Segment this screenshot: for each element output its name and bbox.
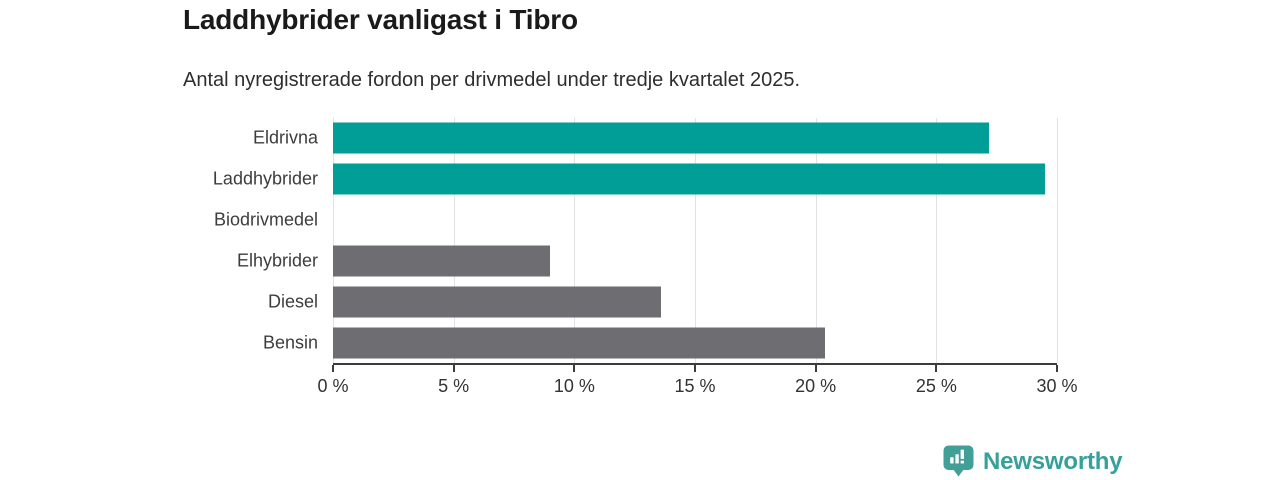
x-axis-tick (1056, 365, 1058, 372)
x-tick-label: 30 % (1036, 376, 1078, 396)
newsworthy-logo-text: Newsworthy (983, 447, 1123, 475)
x-tick-label: 15 % (674, 376, 716, 396)
bar-row: Bensin (263, 322, 1057, 363)
x-tick-label: 0 % (317, 376, 349, 396)
gridline (815, 118, 817, 363)
gridline (1057, 118, 1058, 363)
x-axis-tick (573, 365, 576, 372)
category-label: Laddhybrider (212, 168, 318, 188)
bar (333, 286, 662, 317)
x-axis-tick (935, 365, 938, 372)
gridline (574, 118, 576, 363)
category-label: Bensin (262, 332, 318, 352)
x-tick-label: 25 % (915, 376, 957, 396)
bar-row: Elhybrider (237, 240, 1057, 281)
chart-subtitle: Antal nyregistrerade fordon per drivmede… (183, 69, 801, 91)
bar-rows: Eldrivna Laddhybrider Biodrivmedel Elhybrid… (213, 117, 1057, 363)
bar-row: Eldrivna (253, 117, 1057, 158)
x-tick-label: 10 % (553, 376, 595, 396)
bar-row: Biodrivmedel (214, 199, 1057, 240)
gridline (333, 118, 334, 363)
bar (333, 163, 1045, 194)
gridline (453, 118, 455, 363)
x-tick-label: 5 % (438, 376, 470, 396)
bar-row: Diesel (268, 281, 1057, 322)
x-axis-tick (452, 365, 455, 372)
bar-chart-plot-area: Eldrivna Laddhybrider Biodrivmedel Elhybrid… (213, 117, 1078, 396)
category-label: Diesel (267, 291, 318, 311)
gridline (936, 118, 938, 363)
category-label: Eldrivna (252, 127, 318, 147)
category-label: Biodrivmedel (213, 209, 318, 229)
x-axis-tick (332, 365, 334, 372)
category-label: Elhybrider (236, 250, 318, 270)
x-axis-tick (814, 365, 817, 372)
chart-title: Laddhybrider vanligast i Tibro (183, 4, 578, 35)
bar-row: Laddhybrider (213, 158, 1057, 199)
newsworthy-logo-icon (943, 445, 974, 477)
bar (333, 245, 551, 276)
x-axis-tick (694, 365, 696, 372)
x-tick-label: 20 % (795, 376, 837, 396)
newsworthy-logo: Newsworthy (943, 445, 1123, 478)
bar (333, 122, 990, 153)
gridline (695, 118, 696, 363)
bar (333, 327, 826, 358)
